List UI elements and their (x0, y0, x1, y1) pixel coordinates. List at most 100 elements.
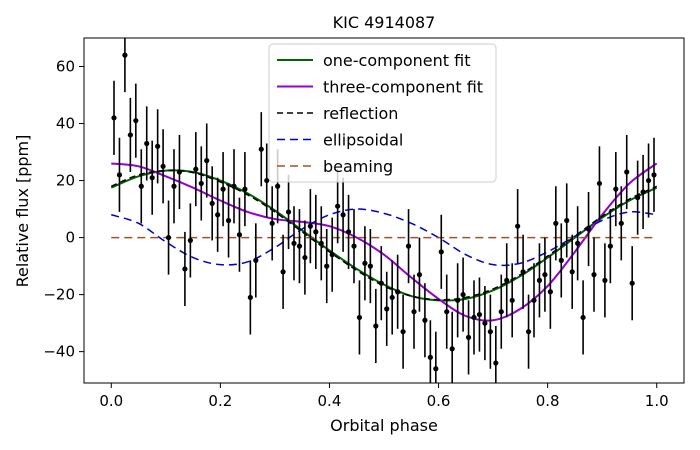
data-point (509, 297, 515, 303)
data-point (493, 360, 499, 366)
data-point (176, 169, 183, 175)
data-point (236, 232, 243, 238)
legend-label: beaming (323, 157, 393, 176)
data-points (111, 38, 657, 383)
data-point (645, 177, 652, 184)
data-point (580, 314, 586, 321)
data-point (220, 186, 226, 192)
data-point (171, 183, 177, 189)
data-point (258, 146, 264, 152)
y-tick-label: 20 (56, 172, 75, 190)
plot-area (110, 38, 658, 383)
x-tick-label: 0.8 (536, 392, 560, 410)
data-point (427, 354, 433, 360)
x-tick-label: 1.0 (645, 392, 669, 410)
data-point (122, 52, 128, 58)
data-point (482, 320, 488, 326)
data-point (378, 280, 384, 286)
data-point (144, 140, 150, 147)
data-point (253, 257, 259, 263)
data-point (558, 257, 564, 263)
data-point (275, 183, 281, 189)
data-point (433, 366, 439, 372)
data-point (531, 297, 537, 303)
data-point (209, 200, 215, 206)
data-point (635, 195, 641, 201)
data-point (318, 240, 324, 246)
data-point (111, 115, 117, 121)
y-tick-label: 0 (65, 229, 75, 247)
data-point (356, 314, 363, 321)
data-point (225, 217, 232, 224)
data-point (242, 186, 248, 192)
data-point (127, 132, 133, 138)
data-point (411, 309, 417, 315)
x-tick-label: 0.4 (318, 392, 342, 410)
data-point (602, 277, 608, 283)
data-point (547, 289, 553, 295)
data-point (553, 220, 559, 226)
data-point (640, 189, 646, 195)
data-point (264, 177, 270, 184)
data-point (302, 254, 308, 261)
data-point (624, 169, 630, 175)
data-point (204, 158, 210, 164)
data-point (215, 212, 221, 218)
data-point (400, 329, 406, 335)
data-point (155, 143, 161, 149)
data-point (384, 306, 390, 312)
data-point (416, 272, 423, 278)
data-point (536, 277, 543, 283)
data-point (498, 309, 504, 315)
y-axis-label: Relative flux [ppm] (13, 135, 32, 288)
y-tick-label: −20 (43, 286, 75, 304)
data-point (520, 269, 526, 275)
data-point (133, 118, 139, 124)
y-tick-label: −40 (43, 343, 75, 361)
data-point (193, 166, 199, 172)
data-point (307, 223, 313, 229)
data-point (182, 266, 188, 272)
data-point (329, 252, 335, 258)
data-point (351, 243, 357, 249)
data-point (504, 277, 510, 283)
data-point (591, 272, 597, 278)
data-point (116, 172, 123, 178)
plot-frame (83, 37, 685, 384)
legend-label: one-component fit (323, 51, 471, 70)
data-point (291, 240, 297, 246)
data-point (651, 172, 657, 178)
data-point (613, 186, 619, 192)
legend: one-component fit three-component fit refl… (268, 43, 497, 183)
data-point (487, 329, 493, 335)
data-point (340, 212, 346, 218)
data-point (373, 323, 379, 329)
y-axis: −40 −20 0 20 40 60 (43, 58, 84, 361)
data-point (515, 223, 521, 229)
data-point (596, 180, 603, 187)
data-point (629, 280, 635, 286)
data-point (618, 220, 624, 226)
data-point (285, 209, 292, 215)
data-point (247, 294, 253, 301)
data-point (569, 269, 575, 275)
data-point (422, 317, 428, 323)
data-point (138, 183, 144, 189)
data-point (585, 226, 592, 232)
data-point (575, 240, 581, 246)
data-point (296, 243, 303, 249)
data-point (607, 243, 613, 249)
data-point (449, 346, 455, 352)
data-point (324, 263, 330, 269)
data-point (367, 263, 373, 269)
data-point (149, 175, 155, 181)
data-point (165, 234, 172, 241)
data-point (444, 309, 450, 315)
legend-label: ellipsoidal (323, 131, 403, 150)
data-point (438, 249, 444, 255)
legend-label: three-component fit (323, 78, 483, 97)
y-tick-label: 60 (56, 58, 75, 76)
data-point (525, 329, 532, 335)
data-point (476, 311, 483, 318)
